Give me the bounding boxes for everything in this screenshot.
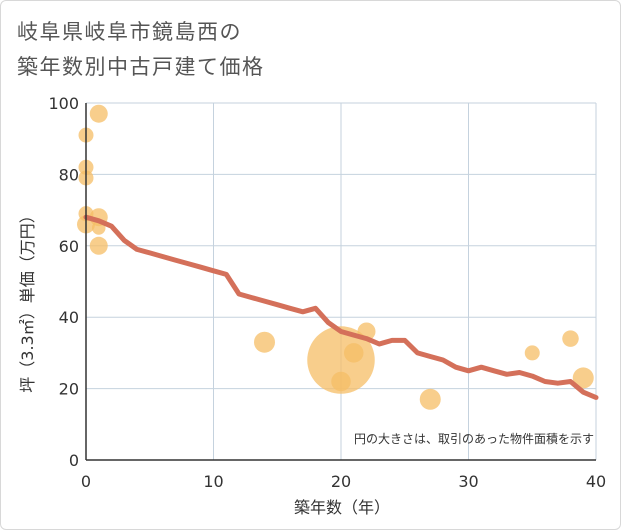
data-point — [89, 236, 108, 255]
y-tick-label: 60 — [59, 237, 79, 256]
x-tick-label: 0 — [81, 472, 91, 491]
grid-lines — [85, 102, 597, 461]
size-annotation: 円の大きさは、取引のあった物件面積を示す — [354, 431, 594, 446]
y-axis-title: 坪（3.3㎡）単価（万円） — [18, 207, 37, 392]
trend-line-group — [83, 214, 599, 400]
bubbles — [77, 104, 594, 410]
tick-labels: 0 10 20 30 40 0 20 40 60 80 100 — [48, 94, 606, 491]
chart-title-line-1: 岐阜県岐阜市鏡島西の — [17, 20, 242, 44]
x-tick-label: 40 — [586, 472, 606, 491]
x-tick-label: 10 — [203, 472, 223, 491]
x-tick-label: 20 — [331, 472, 351, 491]
plot-frame — [85, 103, 596, 461]
data-point — [89, 104, 108, 123]
y-tick-label: 40 — [59, 308, 79, 327]
x-tick-label: 30 — [458, 472, 478, 491]
data-point — [572, 367, 594, 389]
chart-title: 岐阜県岐阜市鏡島西の 築年数別中古戸建て価格 — [17, 15, 265, 85]
y-tick-label: 20 — [59, 380, 79, 399]
y-tick-label: 80 — [59, 165, 79, 184]
x-axis-title: 築年数（年） — [294, 498, 390, 517]
trend-line — [83, 214, 599, 400]
chart-title-line-2: 築年数別中古戸建て価格 — [17, 55, 265, 79]
data-point — [419, 388, 441, 410]
data-point — [331, 371, 351, 392]
y-tick-label: 100 — [48, 94, 79, 113]
data-point — [344, 343, 364, 363]
y-tick-label: 0 — [69, 451, 79, 470]
data-point — [254, 331, 275, 353]
data-point — [307, 326, 375, 394]
data-point — [524, 345, 540, 361]
data-point — [562, 330, 579, 347]
